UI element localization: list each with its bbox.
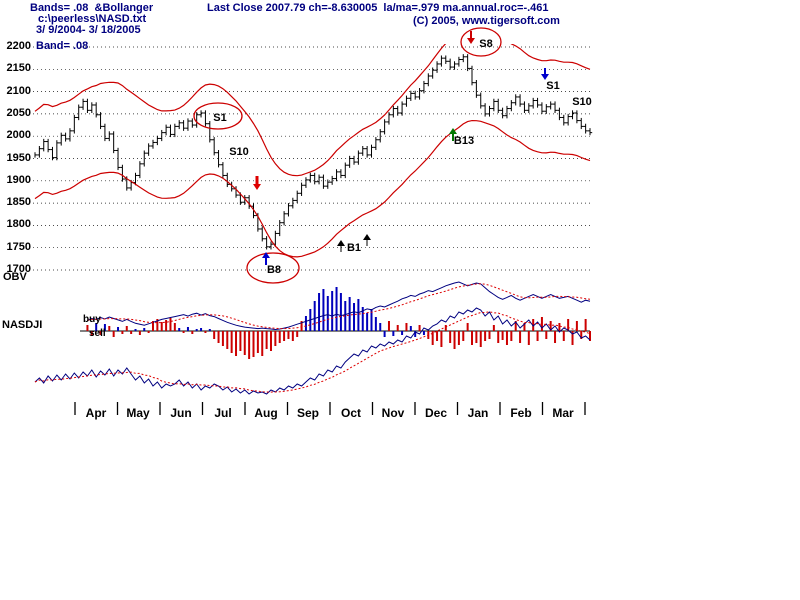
nasdji-panel-label: NASDJI bbox=[2, 319, 43, 331]
x-axis-month-label: Sep bbox=[296, 406, 319, 420]
y-axis-label: 1950 bbox=[6, 152, 31, 164]
signal-arrow-head bbox=[337, 240, 345, 246]
signal-arrow-head bbox=[467, 38, 475, 44]
signal-label: S1 bbox=[546, 80, 559, 92]
signal-arrow-head bbox=[449, 128, 457, 134]
obv-panel-label: OBV bbox=[3, 271, 27, 283]
band-value-label: Band= .08 bbox=[36, 40, 89, 52]
upper-band-line bbox=[34, 44, 591, 177]
y-axis-label: 2100 bbox=[6, 85, 31, 97]
signal-ellipse bbox=[193, 102, 243, 130]
x-axis-month-label: Nov bbox=[381, 406, 405, 420]
copyright-label: (C) 2005, www.tigersoft.com bbox=[413, 15, 560, 27]
obv-line bbox=[87, 281, 591, 331]
x-axis-month-label: Jan bbox=[467, 406, 489, 420]
x-axis-month-label: Apr bbox=[85, 406, 107, 420]
nasdji-line bbox=[34, 307, 591, 395]
y-axis-label: 1850 bbox=[6, 196, 31, 208]
x-axis-month-label: Oct bbox=[340, 406, 361, 420]
sell-label: sell bbox=[89, 328, 106, 339]
x-axis-month-label: May bbox=[126, 406, 150, 420]
y-axis-label: 1750 bbox=[6, 241, 31, 253]
file-path-label: c:\peerless\NASD.txt bbox=[38, 13, 147, 25]
bands-setting-label: Bands= .08 &Bollanger bbox=[30, 2, 154, 14]
obv-ma-line bbox=[87, 283, 591, 330]
nasdji-ma-line bbox=[34, 311, 591, 393]
lower-band-line bbox=[34, 119, 591, 258]
signal-ellipse bbox=[460, 27, 502, 57]
signal-label: S10 bbox=[229, 146, 249, 158]
y-axis-label: 2150 bbox=[6, 62, 31, 74]
x-axis-month-label: Dec bbox=[424, 406, 447, 420]
y-axis-label: 1900 bbox=[6, 174, 31, 186]
x-axis-month-label: Aug bbox=[254, 406, 278, 420]
signal-label: B1 bbox=[347, 242, 361, 254]
x-axis-month-label: Jun bbox=[170, 406, 192, 420]
y-axis-label: 1800 bbox=[6, 218, 31, 230]
signal-label: B8 bbox=[267, 264, 281, 276]
signal-label: B13 bbox=[454, 135, 474, 147]
signal-label: S8 bbox=[479, 38, 492, 50]
signal-arrow-head bbox=[253, 184, 261, 190]
x-axis-month-label: Mar bbox=[552, 406, 574, 420]
y-axis-label: 2200 bbox=[6, 40, 31, 52]
date-range-label: 3/ 9/2004- 3/ 18/2005 bbox=[36, 24, 141, 36]
x-axis-month-label: Jul bbox=[214, 406, 232, 420]
signal-arrow-head bbox=[262, 252, 270, 258]
signal-ellipse bbox=[246, 252, 300, 284]
buy-label: buy bbox=[83, 314, 101, 325]
signal-label: S1 bbox=[213, 112, 226, 124]
signal-label: S10 bbox=[572, 96, 592, 108]
last-close-info: Last Close 2007.79 ch=-8.630005 la/ma=.9… bbox=[207, 2, 549, 14]
signal-arrow-head bbox=[363, 234, 371, 240]
x-axis-month-label: Feb bbox=[510, 406, 532, 420]
signal-arrow-head bbox=[541, 74, 549, 80]
y-axis-label: 2050 bbox=[6, 107, 31, 119]
y-axis-label: 2000 bbox=[6, 129, 31, 141]
y-axis-label: 1700 bbox=[6, 263, 31, 275]
